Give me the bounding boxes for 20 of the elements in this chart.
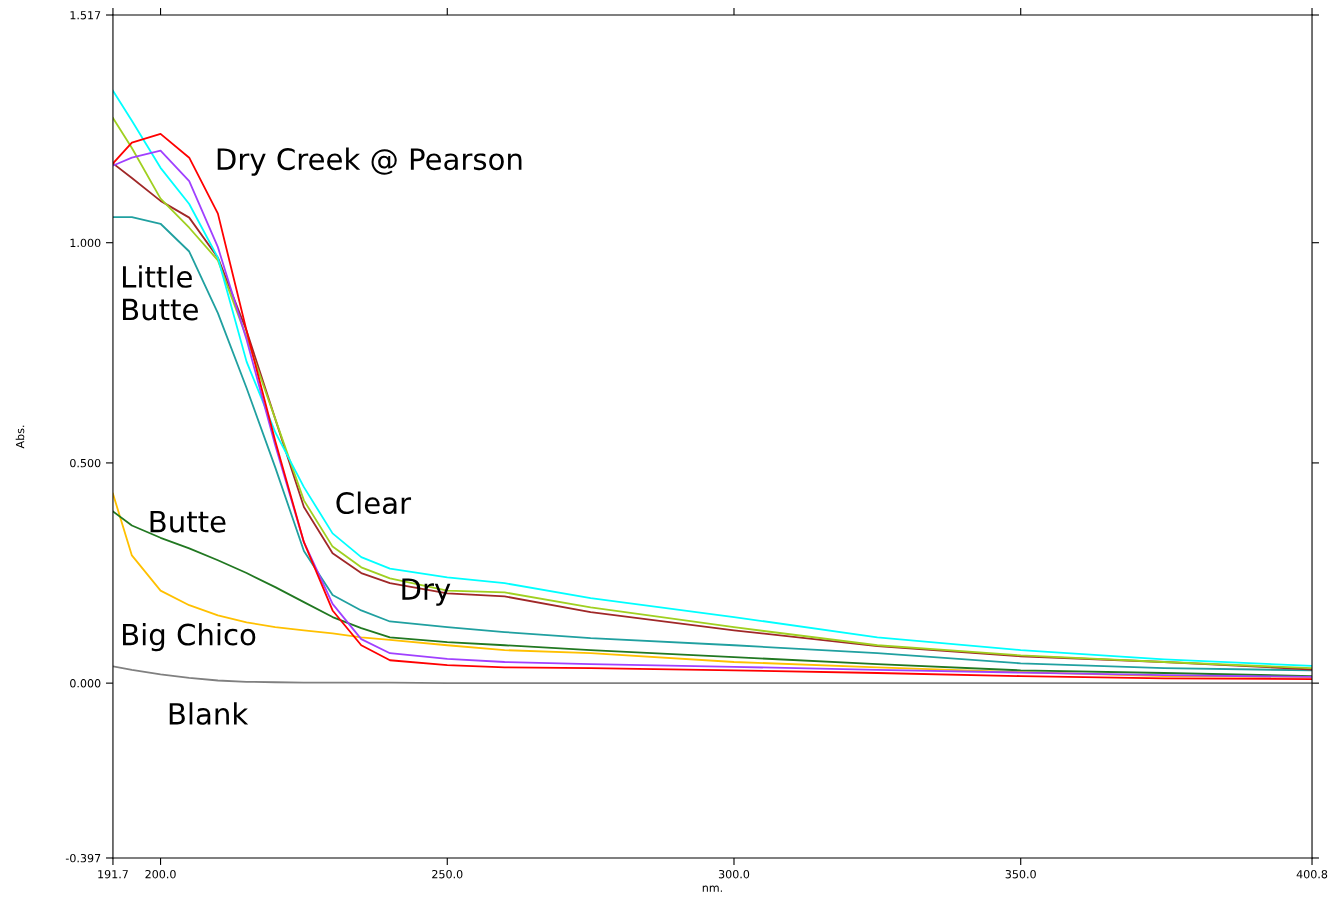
annotation: Dry Creek @ Pearson bbox=[217, 147, 522, 176]
y-tick-label: 0.000 bbox=[70, 679, 101, 688]
annotation: Big Chico bbox=[123, 623, 256, 652]
annotation: Butte bbox=[150, 510, 226, 533]
y-tick-label: 0.500 bbox=[70, 458, 101, 468]
x-tick-label: 250.0 bbox=[432, 869, 463, 879]
annotation: Clear bbox=[336, 491, 412, 515]
x-tick-label: 191.7 bbox=[98, 869, 128, 879]
x-tick-label: 200.0 bbox=[145, 869, 176, 879]
annotation: Little Butte bbox=[123, 265, 198, 321]
y-axis-title: Abs. bbox=[15, 425, 25, 449]
line-series bbox=[112, 665, 1313, 685]
x-tick-label: 350.0 bbox=[1005, 869, 1036, 879]
x-tick-label: 400.8 bbox=[1296, 869, 1328, 879]
annotation: Blank bbox=[169, 702, 249, 725]
y-tick-label: 1.517 bbox=[70, 11, 101, 20]
y-tick-label: -0.397 bbox=[65, 853, 101, 863]
x-axis-title: nm. bbox=[702, 885, 722, 892]
y-tick-label: 1.000 bbox=[70, 238, 101, 248]
x-tick-label: 300.0 bbox=[718, 869, 750, 879]
